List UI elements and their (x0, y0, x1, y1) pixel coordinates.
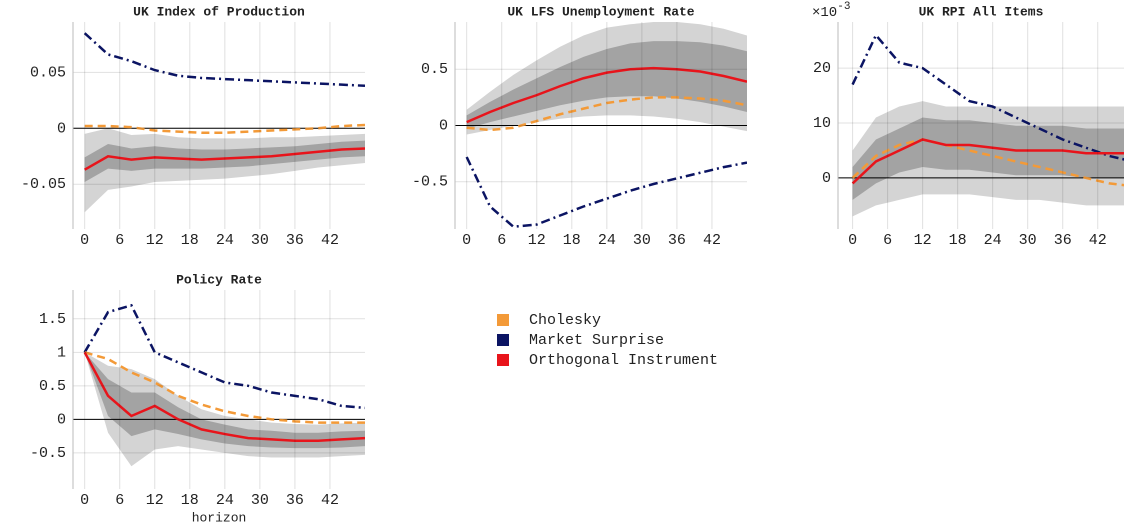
y-tick-label: -0.5 (412, 174, 448, 191)
x-tick-label: 36 (286, 492, 304, 509)
x-tick-label: 36 (668, 232, 686, 249)
x-axis-label: horizon (192, 510, 247, 525)
x-tick-label: 30 (251, 232, 269, 249)
x-tick-label: 30 (633, 232, 651, 249)
y-tick-label: 0 (57, 120, 66, 137)
y-tick-label: 1 (57, 344, 66, 361)
subplot-title: UK RPI All Items (919, 4, 1044, 19)
legend-swatch (497, 354, 509, 366)
legend-label: Orthogonal Instrument (529, 352, 718, 369)
y-tick-label: 1.5 (39, 311, 66, 328)
x-tick-label: 18 (949, 232, 967, 249)
y-tick-label: -0.05 (21, 176, 66, 193)
series-line (84, 123, 365, 135)
x-tick-label: 12 (146, 492, 164, 509)
x-tick-label: 36 (286, 232, 304, 249)
y-tick-label: 0.5 (421, 61, 448, 78)
y-tick-label: 10 (813, 115, 831, 132)
x-tick-label: 6 (115, 492, 124, 509)
y-tick-label: -0.5 (30, 445, 66, 462)
subplot-title: Policy Rate (176, 272, 262, 287)
x-tick-label: 18 (563, 232, 581, 249)
x-tick-label: 42 (321, 232, 339, 249)
x-tick-label: 12 (914, 232, 932, 249)
x-tick-label: 0 (80, 492, 89, 509)
subplot: 0 6 12 18 24 30 36 42 -0.05 0 0.05 UK Index of Prod… (21, 4, 365, 249)
x-tick-label: 0 (462, 232, 471, 249)
series-line (465, 156, 747, 229)
plot-area (73, 32, 365, 213)
y-scale-base: ×10 (812, 5, 837, 21)
x-tick-label: 24 (216, 492, 234, 509)
x-tick-label: 24 (984, 232, 1002, 249)
subplot: 0 6 12 18 24 30 36 42 -0.5 0 0.5 1 1.5 Policy Rate hor… (30, 272, 365, 525)
subplot: 0 6 12 18 24 30 36 42 0 10 20 UK RPI All Items ×10-3 (812, 1, 1124, 249)
x-tick-label: 42 (703, 232, 721, 249)
series-line (466, 66, 747, 124)
y-tick-label: 20 (813, 60, 831, 77)
subplot-title: UK LFS Unemployment Rate (507, 4, 694, 19)
x-tick-label: 24 (216, 232, 234, 249)
x-tick-label: 42 (321, 492, 339, 509)
x-tick-label: 12 (146, 232, 164, 249)
confidence-band (466, 41, 747, 129)
series-line (851, 138, 1124, 185)
legend-swatch (497, 314, 509, 326)
x-tick-label: 6 (497, 232, 506, 249)
series-line (466, 96, 747, 132)
confidence-band (84, 352, 365, 449)
series-line (851, 138, 1124, 187)
y-tick-label: 0 (822, 170, 831, 187)
plot-area (73, 303, 365, 467)
x-tick-label: 12 (528, 232, 546, 249)
subplot: 0 6 12 18 24 30 36 42 -0.5 0 0.5 UK LFS Unemploymen… (412, 4, 747, 249)
x-tick-label: 6 (883, 232, 892, 249)
series-line (83, 351, 365, 443)
y-tick-label: 0.5 (39, 378, 66, 395)
series-line (84, 351, 365, 424)
plot-area (455, 22, 747, 229)
y-tick-label: 0 (439, 117, 448, 134)
y-scale-label: ×10-3 (812, 1, 850, 21)
x-tick-label: 0 (848, 232, 857, 249)
subplot-title: UK Index of Production (133, 4, 305, 19)
y-tick-label: 0 (57, 411, 66, 428)
legend-label: Cholesky (529, 312, 601, 329)
series-line (851, 32, 1124, 161)
x-tick-label: 18 (181, 232, 199, 249)
confidence-band (852, 117, 1124, 200)
confidence-band (84, 140, 365, 183)
x-tick-label: 24 (598, 232, 616, 249)
x-tick-label: 6 (115, 232, 124, 249)
y-scale-exponent: -3 (837, 1, 850, 13)
series-line (84, 147, 365, 171)
y-tick-label: 0.05 (30, 64, 66, 81)
legend-label: Market Surprise (529, 332, 664, 349)
x-tick-label: 0 (80, 232, 89, 249)
x-tick-label: 30 (1019, 232, 1037, 249)
x-tick-label: 42 (1089, 232, 1107, 249)
plot-area (838, 32, 1124, 217)
legend-swatch (497, 334, 509, 346)
x-tick-label: 30 (251, 492, 269, 509)
x-tick-label: 36 (1054, 232, 1072, 249)
series-line (83, 303, 365, 410)
x-tick-label: 18 (181, 492, 199, 509)
